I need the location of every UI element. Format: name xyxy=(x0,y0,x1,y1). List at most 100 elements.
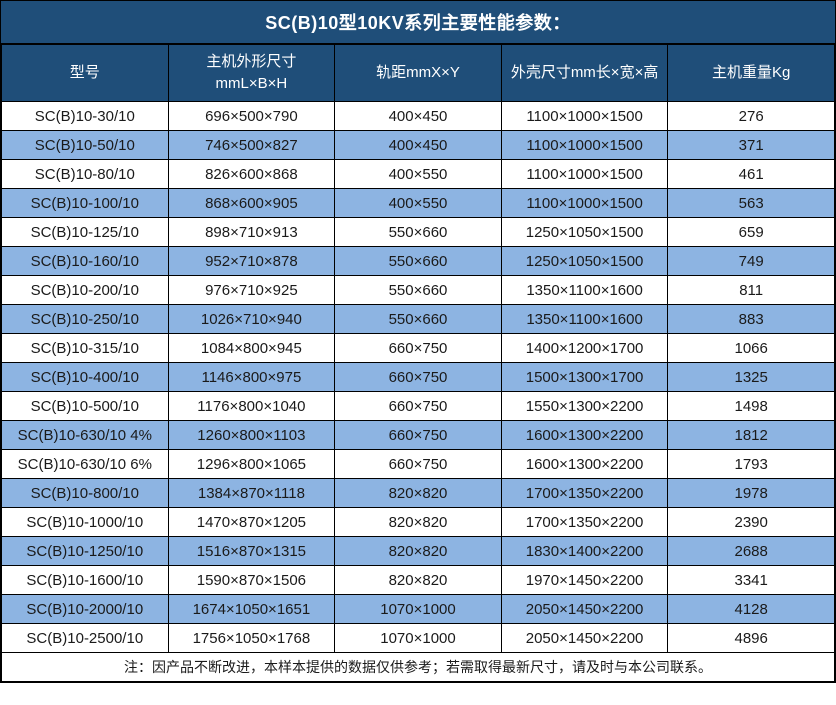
cell-weight: 811 xyxy=(667,275,835,305)
cell-weight: 461 xyxy=(667,159,835,189)
spec-sheet: SC(B)10型10KV系列主要性能参数： 型号 主机外形尺寸 mmL×B×H … xyxy=(0,0,836,683)
cell-rail-gauge: 550×660 xyxy=(334,275,502,305)
cell-weight: 1066 xyxy=(667,333,835,363)
table-body: SC(B)10-30/10 696×500×790 400×450 1100×1000… xyxy=(1,101,835,653)
cell-shell-dimensions: 1700×1350×2200 xyxy=(500,507,669,537)
cell-shell-dimensions: 1100×1000×1500 xyxy=(500,159,669,189)
cell-main-dimensions: 1384×870×1118 xyxy=(167,478,336,508)
cell-main-dimensions: 1756×1050×1768 xyxy=(167,623,336,653)
table-row: SC(B)10-250/10 1026×710×940 550×660 1350×11… xyxy=(1,304,835,334)
cell-model: SC(B)10-1250/10 xyxy=(1,536,169,566)
cell-shell-dimensions: 1350×1100×1600 xyxy=(500,275,669,305)
column-header-weight: 主机重量Kg xyxy=(667,44,835,102)
cell-shell-dimensions: 1600×1300×2200 xyxy=(500,449,669,479)
column-header-shell-dimensions: 外壳尺寸mm长×宽×高 xyxy=(500,44,669,102)
cell-rail-gauge: 820×820 xyxy=(334,536,502,566)
cell-weight: 659 xyxy=(667,217,835,247)
cell-weight: 4128 xyxy=(667,594,835,624)
cell-model: SC(B)10-160/10 xyxy=(1,246,169,276)
cell-model: SC(B)10-1600/10 xyxy=(1,565,169,595)
cell-model: SC(B)10-800/10 xyxy=(1,478,169,508)
cell-main-dimensions: 1026×710×940 xyxy=(167,304,336,334)
cell-shell-dimensions: 1700×1350×2200 xyxy=(500,478,669,508)
cell-main-dimensions: 746×500×827 xyxy=(167,130,336,160)
cell-shell-dimensions: 1350×1100×1600 xyxy=(500,304,669,334)
cell-weight: 2688 xyxy=(667,536,835,566)
cell-rail-gauge: 820×820 xyxy=(334,507,502,537)
table-row: SC(B)10-1000/10 1470×870×1205 820×820 1700×… xyxy=(1,507,835,537)
cell-main-dimensions: 1176×800×1040 xyxy=(167,391,336,421)
cell-main-dimensions: 1146×800×975 xyxy=(167,362,336,392)
cell-shell-dimensions: 1970×1450×2200 xyxy=(500,565,669,595)
spec-table: 型号 主机外形尺寸 mmL×B×H 轨距mmX×Y 外壳尺寸mm长×宽×高 主机… xyxy=(1,44,835,682)
cell-weight: 276 xyxy=(667,101,835,131)
cell-main-dimensions: 868×600×905 xyxy=(167,188,336,218)
cell-rail-gauge: 660×750 xyxy=(334,362,502,392)
cell-model: SC(B)10-400/10 xyxy=(1,362,169,392)
cell-weight: 883 xyxy=(667,304,835,334)
table-row: SC(B)10-630/10 6% 1296×800×1065 660×750 160… xyxy=(1,449,835,479)
cell-main-dimensions: 1674×1050×1651 xyxy=(167,594,336,624)
note-row: 注：因产品不断改进，本样本提供的数据仅供参考；若需取得最新尺寸，请及时与本公司联… xyxy=(1,652,835,682)
cell-shell-dimensions: 1600×1300×2200 xyxy=(500,420,669,450)
cell-shell-dimensions: 1100×1000×1500 xyxy=(500,101,669,131)
table-row: SC(B)10-50/10 746×500×827 400×450 1100×1000… xyxy=(1,130,835,160)
cell-rail-gauge: 550×660 xyxy=(334,304,502,334)
cell-rail-gauge: 550×660 xyxy=(334,246,502,276)
cell-shell-dimensions: 1100×1000×1500 xyxy=(500,130,669,160)
cell-main-dimensions: 1296×800×1065 xyxy=(167,449,336,479)
cell-main-dimensions: 1470×870×1205 xyxy=(167,507,336,537)
cell-main-dimensions: 1516×870×1315 xyxy=(167,536,336,566)
cell-rail-gauge: 660×750 xyxy=(334,449,502,479)
cell-main-dimensions: 1260×800×1103 xyxy=(167,420,336,450)
cell-model: SC(B)10-630/10 6% xyxy=(1,449,169,479)
table-footer: 注：因产品不断改进，本样本提供的数据仅供参考；若需取得最新尺寸，请及时与本公司联… xyxy=(1,652,835,682)
cell-rail-gauge: 400×450 xyxy=(334,130,502,160)
cell-weight: 371 xyxy=(667,130,835,160)
table-row: SC(B)10-100/10 868×600×905 400×550 1100×100… xyxy=(1,188,835,218)
cell-weight: 1812 xyxy=(667,420,835,450)
table-row: SC(B)10-315/10 1084×800×945 660×750 1400×12… xyxy=(1,333,835,363)
cell-rail-gauge: 400×550 xyxy=(334,188,502,218)
cell-main-dimensions: 1084×800×945 xyxy=(167,333,336,363)
table-row: SC(B)10-30/10 696×500×790 400×450 1100×1000… xyxy=(1,101,835,131)
page-title: SC(B)10型10KV系列主要性能参数： xyxy=(1,1,835,44)
cell-weight: 2390 xyxy=(667,507,835,537)
table-row: SC(B)10-2000/10 1674×1050×1651 1070×1000 20… xyxy=(1,594,835,624)
cell-rail-gauge: 820×820 xyxy=(334,565,502,595)
cell-shell-dimensions: 2050×1450×2200 xyxy=(500,623,669,653)
cell-shell-dimensions: 1550×1300×2200 xyxy=(500,391,669,421)
table-row: SC(B)10-500/10 1176×800×1040 660×750 1550×1… xyxy=(1,391,835,421)
cell-shell-dimensions: 1830×1400×2200 xyxy=(500,536,669,566)
cell-model: SC(B)10-315/10 xyxy=(1,333,169,363)
cell-weight: 4896 xyxy=(667,623,835,653)
table-row: SC(B)10-125/10 898×710×913 550×660 1250×105… xyxy=(1,217,835,247)
cell-rail-gauge: 400×450 xyxy=(334,101,502,131)
cell-weight: 3341 xyxy=(667,565,835,595)
cell-model: SC(B)10-630/10 4% xyxy=(1,420,169,450)
cell-main-dimensions: 1590×870×1506 xyxy=(167,565,336,595)
cell-weight: 1498 xyxy=(667,391,835,421)
cell-model: SC(B)10-1000/10 xyxy=(1,507,169,537)
cell-rail-gauge: 550×660 xyxy=(334,217,502,247)
header-row: 型号 主机外形尺寸 mmL×B×H 轨距mmX×Y 外壳尺寸mm长×宽×高 主机… xyxy=(1,44,835,102)
cell-rail-gauge: 660×750 xyxy=(334,391,502,421)
column-header-rail-gauge: 轨距mmX×Y xyxy=(334,44,502,102)
column-header-model: 型号 xyxy=(1,44,169,102)
cell-rail-gauge: 820×820 xyxy=(334,478,502,508)
cell-shell-dimensions: 1250×1050×1500 xyxy=(500,246,669,276)
cell-rail-gauge: 1070×1000 xyxy=(334,623,502,653)
table-row: SC(B)10-1250/10 1516×870×1315 820×820 1830×… xyxy=(1,536,835,566)
table-row: SC(B)10-200/10 976×710×925 550×660 1350×110… xyxy=(1,275,835,305)
cell-model: SC(B)10-50/10 xyxy=(1,130,169,160)
cell-model: SC(B)10-2500/10 xyxy=(1,623,169,653)
table-row: SC(B)10-80/10 826×600×868 400×550 1100×1000… xyxy=(1,159,835,189)
cell-model: SC(B)10-100/10 xyxy=(1,188,169,218)
cell-model: SC(B)10-125/10 xyxy=(1,217,169,247)
cell-weight: 1325 xyxy=(667,362,835,392)
table-row: SC(B)10-2500/10 1756×1050×1768 1070×1000 20… xyxy=(1,623,835,653)
cell-shell-dimensions: 1400×1200×1700 xyxy=(500,333,669,363)
cell-rail-gauge: 660×750 xyxy=(334,420,502,450)
cell-main-dimensions: 826×600×868 xyxy=(167,159,336,189)
cell-model: SC(B)10-30/10 xyxy=(1,101,169,131)
